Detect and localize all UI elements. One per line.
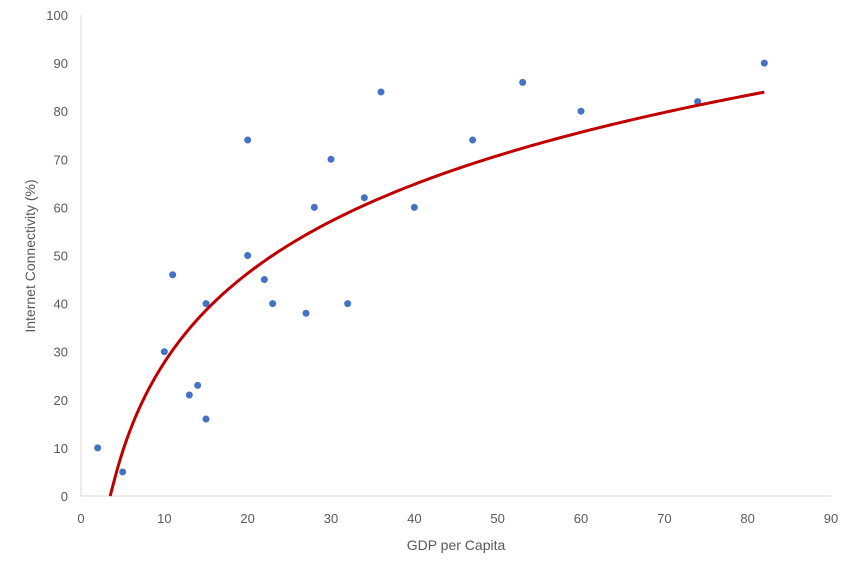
data-point xyxy=(202,415,210,423)
data-point xyxy=(760,59,768,67)
data-point xyxy=(310,203,318,211)
data-point xyxy=(694,98,702,106)
y-axis-title: Internet Connectivity (%) xyxy=(22,179,38,332)
data-point xyxy=(160,348,168,356)
data-point xyxy=(202,300,210,308)
data-point xyxy=(94,444,102,452)
y-tick-label: 80 xyxy=(54,104,68,119)
data-point xyxy=(410,203,418,211)
x-tick-label: 40 xyxy=(407,511,421,526)
data-point xyxy=(260,276,268,284)
data-point xyxy=(377,88,385,96)
data-points xyxy=(94,59,768,476)
y-tick-label: 0 xyxy=(61,489,68,504)
x-tick-label: 0 xyxy=(77,511,84,526)
y-tick-label: 30 xyxy=(54,345,68,360)
x-tick-label: 60 xyxy=(574,511,588,526)
data-point xyxy=(360,194,368,202)
data-point xyxy=(327,155,335,163)
y-tick-label: 90 xyxy=(54,56,68,71)
x-tick-label: 30 xyxy=(324,511,338,526)
y-tick-label: 70 xyxy=(54,152,68,167)
data-point xyxy=(185,391,193,399)
data-point xyxy=(577,107,585,115)
data-point xyxy=(244,252,252,259)
data-point xyxy=(519,78,527,86)
y-tick-label: 60 xyxy=(54,200,68,215)
x-tick-label: 10 xyxy=(157,511,171,526)
x-tick-label: 80 xyxy=(740,511,754,526)
data-point xyxy=(302,309,310,317)
x-tick-label: 90 xyxy=(824,511,838,526)
x-axis-title: GDP per Capita xyxy=(407,537,506,553)
y-tick-label: 100 xyxy=(46,8,68,23)
data-point xyxy=(469,136,477,144)
y-tick-label: 20 xyxy=(54,393,68,408)
data-point xyxy=(344,300,352,308)
data-point xyxy=(269,300,277,308)
x-axis-tick-labels: 0 10 20 30 40 50 60 70 80 90 xyxy=(77,511,838,526)
x-tick-label: 20 xyxy=(240,511,254,526)
data-point xyxy=(169,271,177,279)
y-axis-tick-labels: 0 10 20 30 40 50 60 70 80 90 100 xyxy=(46,8,68,504)
y-tick-label: 10 xyxy=(54,441,68,456)
data-point xyxy=(244,136,252,144)
data-point xyxy=(194,381,202,389)
x-tick-label: 50 xyxy=(490,511,504,526)
y-tick-label: 40 xyxy=(54,297,68,312)
x-tick-label: 70 xyxy=(657,511,671,526)
logarithmic-trendline xyxy=(108,90,765,497)
y-tick-label: 50 xyxy=(54,249,68,264)
data-point xyxy=(119,468,127,476)
